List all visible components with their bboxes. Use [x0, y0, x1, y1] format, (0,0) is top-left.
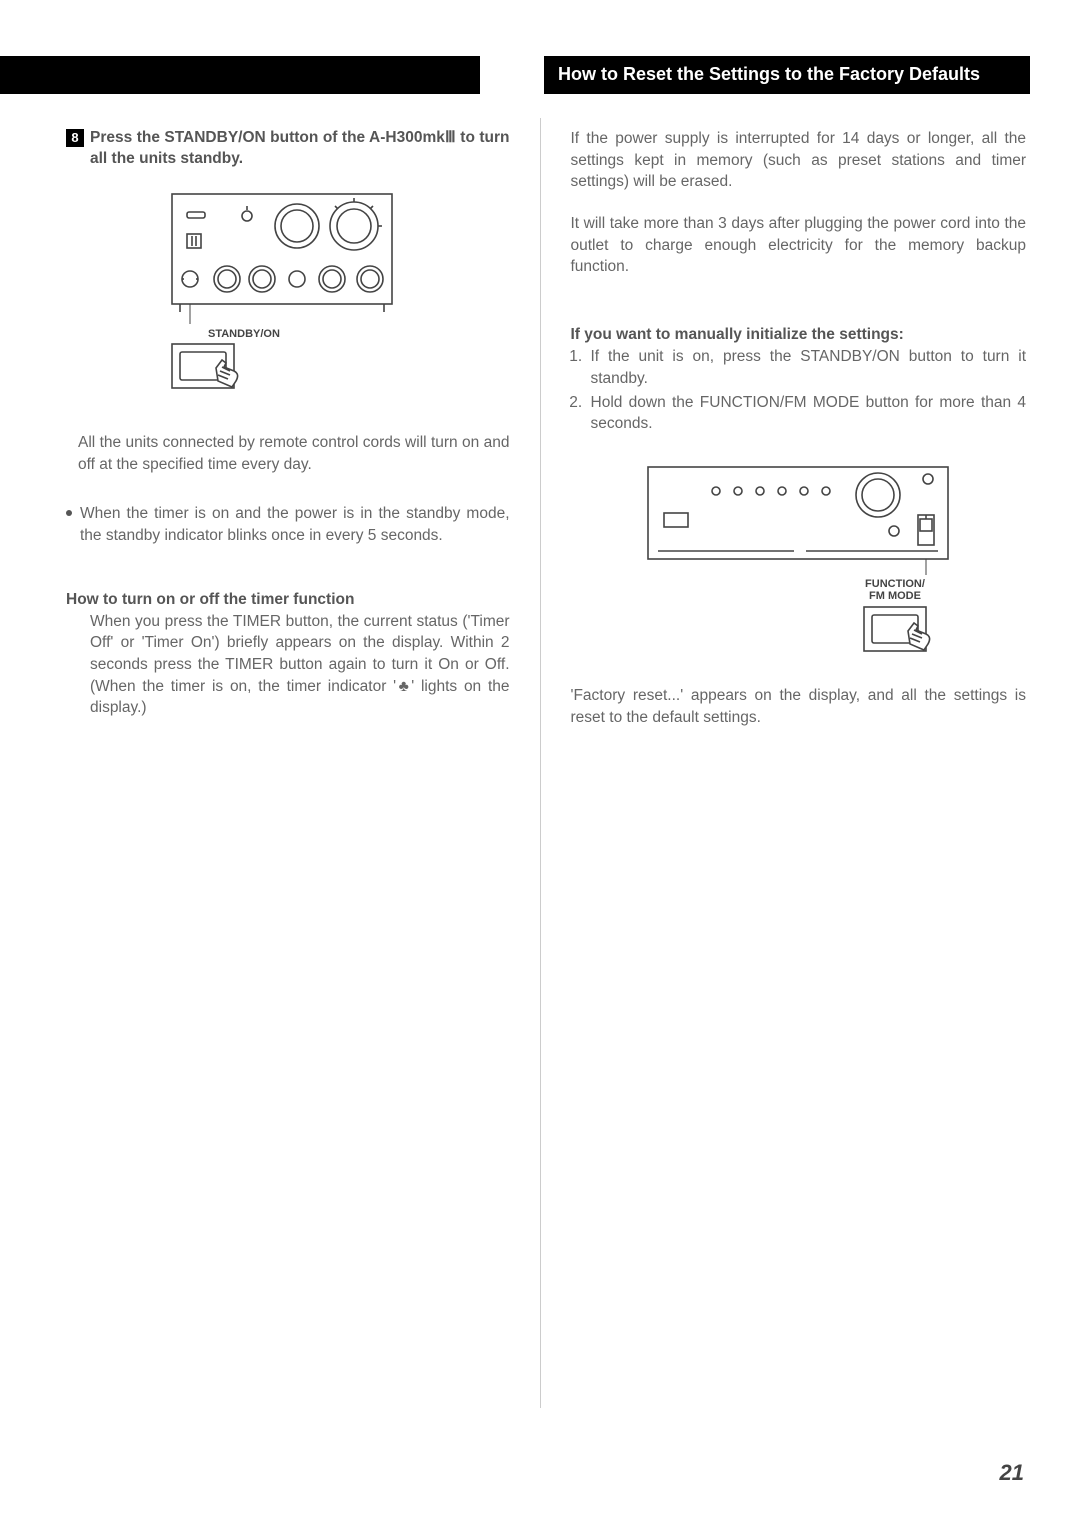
right-p2: It will take more than 3 days after plug… [571, 213, 1027, 278]
init-step-2: Hold down the FUNCTION/FM MODE button fo… [587, 392, 1027, 435]
standby-diagram: STANDBY/ON [132, 184, 432, 414]
timer-subhead: How to turn on or off the timer function [54, 591, 510, 609]
right-p3: 'Factory reset...' appears on the displa… [571, 685, 1027, 728]
function-diagram: FUNCTION/ FM MODE [628, 457, 968, 667]
init-step-1: If the unit is on, press the STANDBY/ON … [587, 346, 1027, 389]
standby-label: STANDBY/ON [208, 328, 280, 340]
bullet-icon [66, 510, 72, 516]
init-steps-list: If the unit is on, press the STANDBY/ON … [571, 346, 1027, 435]
function-label-2: FM MODE [869, 590, 921, 602]
column-divider [540, 118, 541, 1408]
right-column: If the power supply is interrupted for 1… [571, 128, 1027, 1408]
left-column: 8 Press the STANDBY/ON button of the A-H… [54, 128, 510, 1408]
timer-paragraph: When you press the TIMER button, the cur… [54, 611, 510, 719]
init-subhead: If you want to manually initialize the s… [571, 326, 1027, 344]
bullet-text: When the timer is on and the power is in… [80, 503, 510, 546]
step-number-badge: 8 [66, 129, 84, 147]
header-black-bar [0, 56, 480, 94]
right-p1: If the power supply is interrupted for 1… [571, 128, 1027, 193]
step-8: 8 Press the STANDBY/ON button of the A-H… [54, 128, 510, 170]
function-label-1: FUNCTION/ [865, 578, 925, 590]
step-text: Press the STANDBY/ON button of the A-H30… [90, 128, 510, 170]
after-diagram-text: All the units connected by remote contro… [54, 432, 510, 475]
page-number: 21 [1000, 1460, 1024, 1486]
section-heading: How to Reset the Settings to the Factory… [544, 56, 1030, 94]
